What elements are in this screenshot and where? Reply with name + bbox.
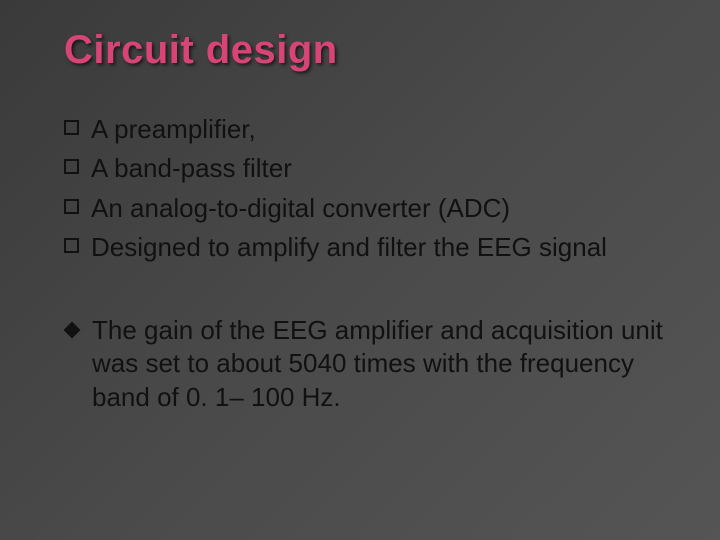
slide: Circuit design A preamplifier, A band-pa… (0, 0, 720, 540)
diamond-bullet-icon (64, 322, 81, 339)
diamond-bullet-list: The gain of the EEG amplifier and acquis… (64, 314, 672, 414)
square-bullet-icon (64, 238, 79, 253)
list-item: A band-pass filter (64, 152, 672, 185)
list-item: An analog-to-digital converter (ADC) (64, 192, 672, 225)
list-item: A preamplifier, (64, 113, 672, 146)
square-bullet-list: A preamplifier, A band-pass filter An an… (64, 113, 672, 264)
square-bullet-icon (64, 199, 79, 214)
spacer (64, 270, 672, 314)
list-item-text: The gain of the EEG amplifier and acquis… (92, 314, 672, 414)
list-item-text: An analog-to-digital converter (ADC) (91, 192, 510, 225)
list-item-text: A preamplifier, (91, 113, 256, 146)
list-item-text: Designed to amplify and filter the EEG s… (91, 231, 607, 264)
square-bullet-icon (64, 159, 79, 174)
list-item: Designed to amplify and filter the EEG s… (64, 231, 672, 264)
square-bullet-icon (64, 120, 79, 135)
list-item: The gain of the EEG amplifier and acquis… (64, 314, 672, 414)
slide-title: Circuit design (64, 28, 672, 73)
list-item-text: A band-pass filter (91, 152, 292, 185)
